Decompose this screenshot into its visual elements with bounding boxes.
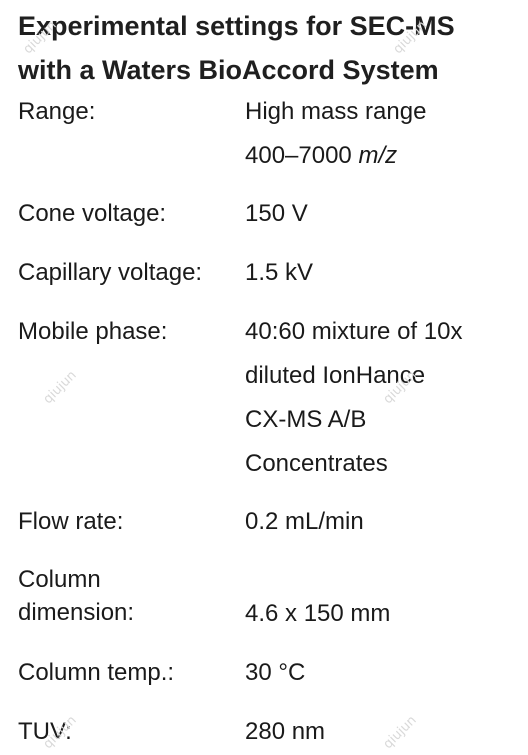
- range-value-line-1: High mass range: [245, 98, 427, 125]
- capillary-voltage-value: 1.5 kV: [245, 259, 314, 286]
- range-value-unit: m/z: [358, 142, 398, 169]
- page-title: Experimental settings for SEC-MS with a …: [18, 4, 518, 92]
- cone-voltage-label: Cone voltage:: [18, 200, 167, 227]
- capillary-voltage-label: Capillary voltage:: [18, 259, 203, 286]
- column-dimension-label: Column dimension:: [18, 563, 198, 629]
- range-label: Range:: [18, 98, 96, 125]
- range-value-line-2: 400–7000 m/z: [245, 134, 515, 178]
- mobile-phase-line-4: Concentrates: [245, 450, 388, 477]
- column-temp-value: 30 °C: [245, 659, 306, 686]
- column-dimension-value: 4.6 x 150 mm: [245, 600, 391, 627]
- tuv-value: 280 nm: [245, 718, 326, 745]
- column-temp-label: Column temp.:: [18, 659, 175, 686]
- mobile-phase-line-3: CX-MS A/B: [245, 406, 367, 433]
- mobile-phase-line-1: 40:60 mixture of 10x: [245, 318, 463, 345]
- column-dimension-label-line-2: dimension:: [18, 599, 135, 626]
- mobile-phase-value: 40:60 mixture of 10x diluted IonHance CX…: [245, 310, 515, 486]
- title-line-2: with a Waters BioAccord System: [18, 55, 439, 85]
- mobile-phase-line-2: diluted IonHance: [245, 362, 426, 389]
- cone-voltage-value: 150 V: [245, 200, 308, 227]
- tuv-label: TUV:: [18, 718, 72, 745]
- mobile-phase-label: Mobile phase:: [18, 318, 168, 345]
- watermark: qiujun: [40, 367, 80, 408]
- range-value: High mass range 400–7000 m/z: [245, 90, 515, 178]
- title-line-1: Experimental settings for SEC-MS: [18, 11, 455, 41]
- flow-rate-value: 0.2 mL/min: [245, 508, 364, 535]
- column-dimension-label-line-1: Column: [18, 566, 101, 593]
- flow-rate-label: Flow rate:: [18, 508, 124, 535]
- range-value-numbers: 400–7000: [245, 142, 359, 169]
